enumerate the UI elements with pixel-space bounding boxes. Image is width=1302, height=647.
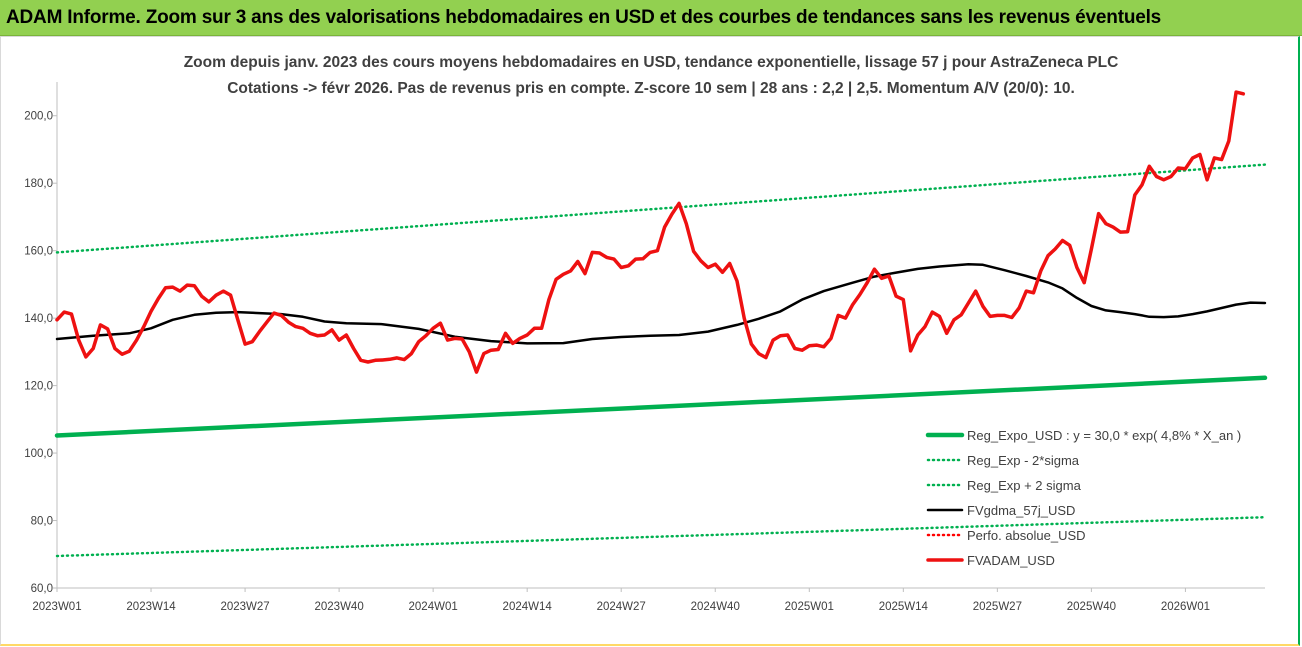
chart-legend: Reg_Expo_USD : y = 30,0 * exp( 4,8% * X_…: [925, 428, 1241, 568]
chart-titles: Zoom depuis janv. 2023 des cours moyens …: [0, 50, 1302, 102]
legend-label: FVADAM_USD: [967, 553, 1055, 568]
header-banner: ADAM Informe. Zoom sur 3 ans des valoris…: [0, 0, 1302, 36]
y-tick-label: 100,0: [24, 448, 53, 460]
legend-label: Perfo. absolue_USD: [967, 528, 1086, 543]
series-line-5: [55, 90, 1246, 374]
y-tick-label: 120,0: [24, 381, 53, 393]
y-tick-label: 160,0: [24, 246, 53, 258]
legend-label: Reg_Exp - 2*sigma: [967, 453, 1080, 468]
x-tick-label: 2025W27: [973, 601, 1022, 613]
y-tick-label: 80,0: [31, 516, 53, 528]
x-tick-label: 2025W14: [879, 601, 929, 613]
legend-label: FVgdma_57j_USD: [967, 503, 1075, 518]
series-line-3: [55, 262, 1267, 345]
series-line-2: [55, 163, 1267, 254]
y-tick-label: 180,0: [24, 178, 53, 190]
x-tick-label: 2025W40: [1067, 601, 1116, 613]
x-tick-label: 2024W40: [691, 601, 740, 613]
y-tick-label: 140,0: [24, 313, 53, 325]
chart-frame: [0, 36, 1300, 646]
chart-axes: 60,0 80,0 100,0 120,0 140,0 160,0 180,0 200,0 20…: [24, 82, 1265, 613]
x-tick-label: 2024W01: [409, 601, 458, 613]
x-tick-label: 2023W40: [314, 601, 363, 613]
chart-subtitle: Cotations -> févr 2026. Pas de revenus p…: [227, 80, 1075, 97]
y-tick-label: 200,0: [24, 111, 53, 123]
series-line-0: [54, 375, 1268, 438]
legend-label: Reg_Expo_USD : y = 30,0 * exp( 4,8% * X_…: [967, 428, 1241, 443]
chart-title: Zoom depuis janv. 2023 des cours moyens …: [183, 54, 1119, 71]
x-tick-label: 2024W27: [597, 601, 646, 613]
series-line-1: [55, 515, 1267, 558]
x-tick-label: 2025W01: [785, 601, 834, 613]
x-tick-label: 2024W14: [503, 601, 553, 613]
x-tick-label: 2026W01: [1161, 601, 1210, 613]
x-tick-label: 2023W01: [32, 601, 81, 613]
x-tick-label: 2023W27: [220, 601, 269, 613]
page-title: ADAM Informe. Zoom sur 3 ans des valoris…: [6, 7, 1162, 28]
legend-label: Reg_Exp + 2 sigma: [967, 478, 1082, 493]
y-tick-label: 60,0: [31, 583, 53, 595]
plot-area: [54, 90, 1268, 558]
x-tick-label: 2023W14: [126, 601, 176, 613]
